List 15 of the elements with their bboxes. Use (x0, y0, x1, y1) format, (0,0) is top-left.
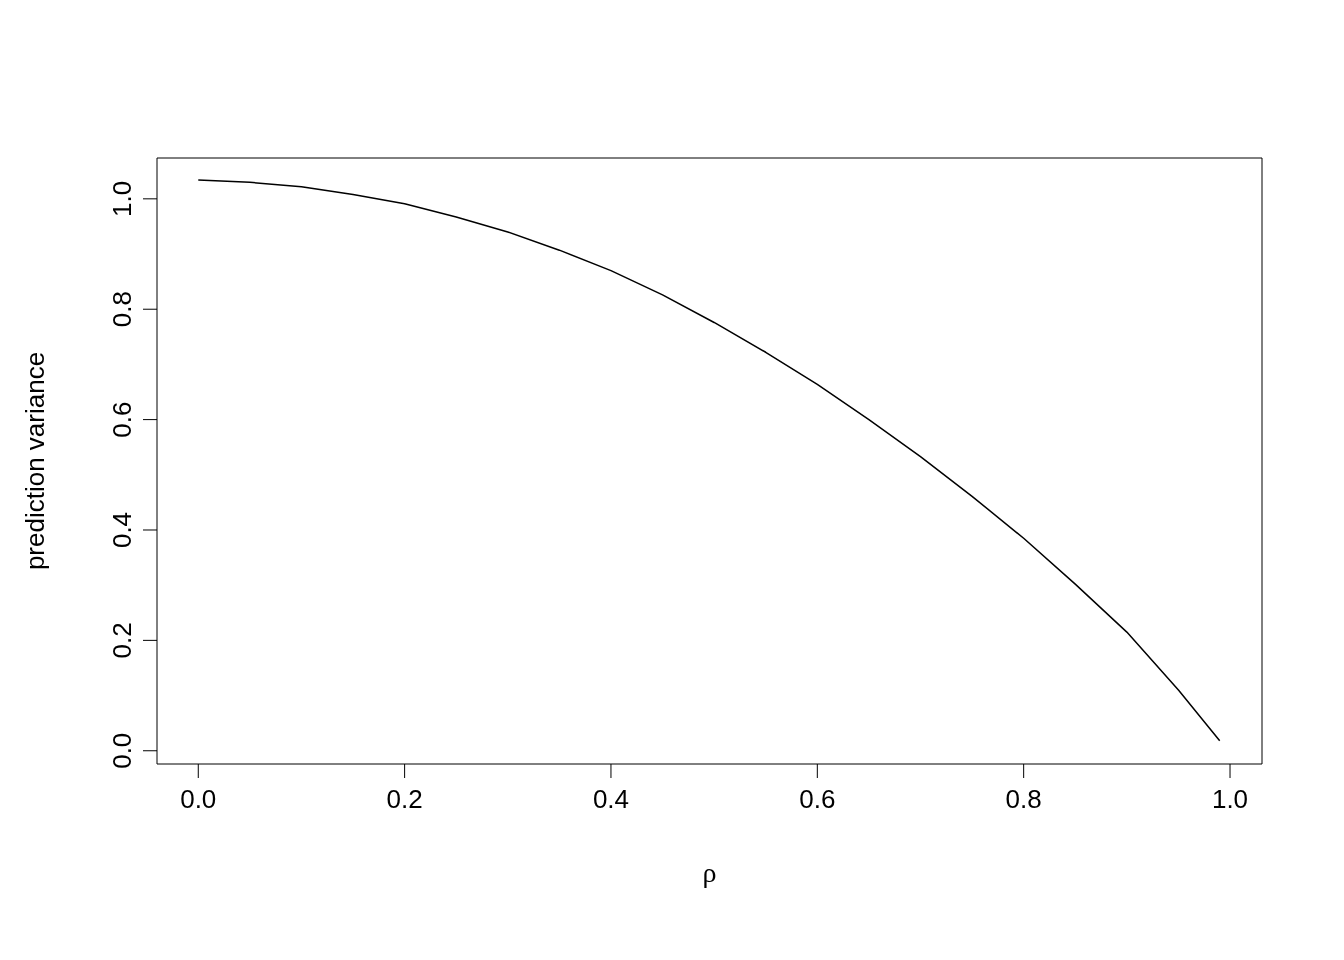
x-tick-label: 0.6 (799, 784, 836, 815)
y-tick-label: 0.4 (107, 511, 137, 549)
y-tick-label: 0.2 (107, 622, 137, 659)
x-axis-title: ρ (702, 857, 717, 888)
y-tick-label: 0.6 (107, 401, 137, 438)
x-tick-label: 0.4 (592, 784, 630, 815)
x-tick-label: 1.0 (1211, 784, 1249, 815)
line-series (197, 179, 1221, 742)
x-tick-label: 0.2 (386, 784, 423, 815)
y-tick-label: 0.0 (107, 732, 137, 769)
y-axis-title: prediction variance (20, 351, 50, 571)
y-tick-label: 1.0 (107, 180, 137, 217)
x-tick-label: 0.8 (1005, 784, 1042, 815)
y-tick-label: 0.8 (107, 291, 137, 328)
x-tick-label: 0.0 (180, 784, 217, 815)
